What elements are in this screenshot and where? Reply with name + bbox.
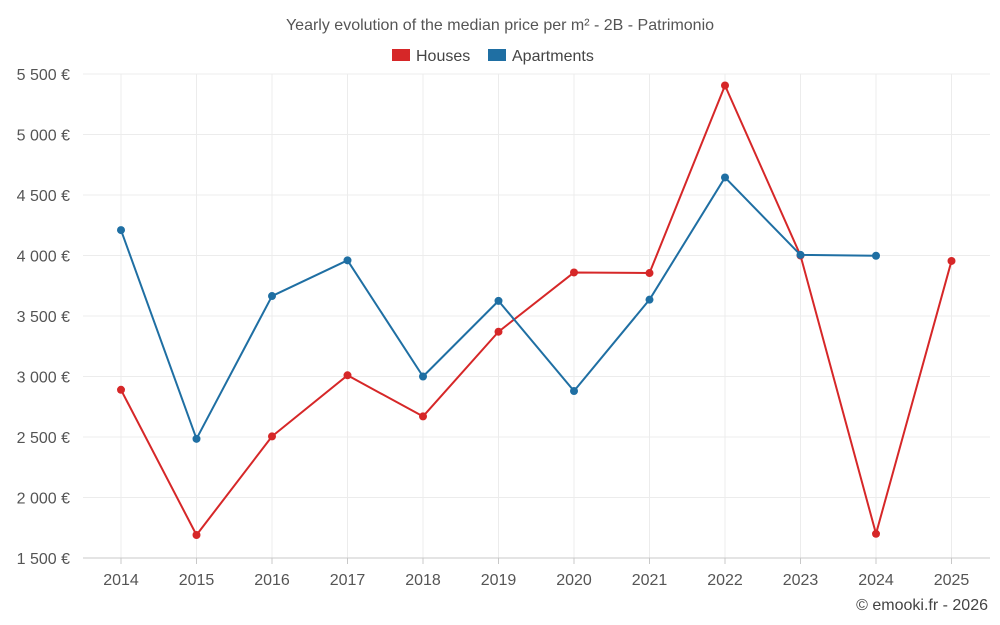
houses-point (494, 327, 503, 336)
houses-point (419, 412, 427, 421)
legend: Houses Apartments (392, 48, 594, 65)
houses-point (192, 531, 201, 540)
y-tick-label: 3 500 € (17, 309, 70, 326)
houses-point (721, 81, 729, 90)
apartments-point (721, 173, 729, 182)
x-axis: 2014 2015 2016 2017 2018 2019 2020 2021 2022 2023… (83, 557, 990, 589)
apartments-point (268, 292, 276, 301)
x-tick-label: 2021 (632, 572, 668, 589)
x-tick-label: 2025 (934, 572, 970, 589)
x-tick-label: 2014 (103, 572, 139, 589)
apartments-point (419, 372, 427, 381)
legend-label-houses: Houses (416, 48, 470, 65)
houses-point (645, 269, 654, 278)
houses-point (570, 268, 578, 277)
apartments-point (117, 226, 125, 235)
x-tick-label: 2020 (556, 572, 592, 589)
x-tick-label: 2023 (783, 572, 819, 589)
apartments-point (343, 256, 352, 265)
y-tick-label: 4 500 € (17, 188, 70, 205)
houses-point (947, 256, 956, 265)
y-axis: 1 500 € 2 000 € 2 500 € 3 000 € 3 500 € 4 000… (17, 67, 70, 568)
apartments-point (872, 251, 880, 260)
houses-line (120, 84, 953, 537)
y-tick-label: 2 500 € (17, 430, 70, 447)
x-tick-label: 2017 (330, 572, 366, 589)
legend-label-apartments: Apartments (512, 48, 594, 65)
houses-point (343, 371, 352, 380)
apartments-point (645, 295, 654, 304)
grid (83, 73, 990, 558)
houses-point (268, 432, 276, 441)
credit-text: © emooki.fr - 2026 (856, 597, 988, 614)
x-tick-label: 2022 (707, 572, 743, 589)
x-tick-label: 2024 (858, 572, 894, 589)
x-tick-label: 2015 (179, 572, 215, 589)
x-tick-label: 2016 (254, 572, 290, 589)
apartments-point (796, 250, 805, 259)
y-tick-label: 2 000 € (17, 491, 70, 508)
houses-point (117, 385, 125, 394)
y-tick-label: 5 500 € (17, 67, 70, 84)
y-tick-label: 4 000 € (17, 249, 70, 266)
x-tick-label: 2018 (405, 572, 441, 589)
houses-point (872, 529, 880, 538)
y-tick-label: 3 000 € (17, 370, 70, 387)
apartments-point (192, 434, 201, 443)
y-tick-label: 5 000 € (17, 128, 70, 145)
y-tick-label: 1 500 € (17, 551, 70, 568)
legend-swatch-apartments (488, 49, 506, 61)
legend-swatch-houses (392, 49, 410, 61)
x-tick-label: 2019 (481, 572, 517, 589)
apartments-point (570, 387, 578, 396)
apartments-point (494, 296, 503, 305)
chart-title: Yearly evolution of the median price per… (286, 17, 714, 34)
series-layer (117, 81, 956, 540)
